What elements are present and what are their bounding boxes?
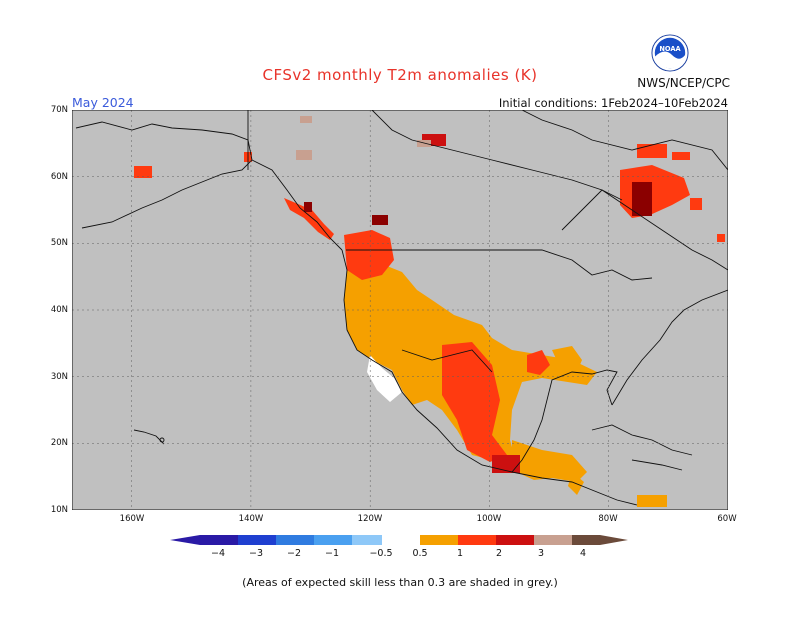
lat-label: 60N — [50, 172, 68, 182]
forecast-month: May 2024 — [72, 95, 134, 110]
lat-label: 70N — [50, 105, 68, 115]
skill-footnote: (Areas of expected skill less than 0.3 a… — [242, 576, 558, 589]
lon-label: 120W — [357, 514, 383, 524]
colorbar-tick: −2 — [286, 548, 301, 559]
lat-label: 50N — [50, 238, 68, 248]
colorbar — [170, 535, 628, 545]
colorbar-tick: 2 — [495, 548, 503, 559]
temperature-anomaly-map — [72, 110, 728, 510]
noaa-logo-icon: NOAA — [651, 34, 689, 72]
colorbar-tick: 0.5 — [412, 548, 428, 559]
lon-label: 140W — [238, 514, 264, 524]
lat-label: 20N — [50, 438, 68, 448]
anomaly-shading — [134, 116, 725, 507]
lat-label: 40N — [50, 305, 68, 315]
colorbar-arrow-left — [170, 535, 200, 545]
lat-label: 10N — [50, 505, 68, 515]
graticule — [72, 110, 728, 510]
lon-label: 80W — [598, 514, 618, 524]
agency-label: NWS/NCEP/CPC — [637, 76, 730, 90]
lon-label: 60W — [717, 514, 737, 524]
colorbar-tick: 3 — [537, 548, 545, 559]
noaa-logo-text: NOAA — [659, 45, 681, 53]
colorbar-tick: −1 — [324, 548, 339, 559]
lat-label: 30N — [50, 372, 68, 382]
colorbar-tick: −4 — [210, 548, 225, 559]
colorbar-tick: −0.5 — [369, 548, 393, 559]
colorbar-tick: 1 — [456, 548, 464, 559]
colorbar-tick: −3 — [248, 548, 263, 559]
colorbar-tick: 4 — [579, 548, 587, 559]
lon-label: 160W — [119, 514, 145, 524]
lon-label: 100W — [476, 514, 502, 524]
initial-conditions: Initial conditions: 1Feb2024–10Feb2024 — [498, 96, 728, 110]
colorbar-arrow-right — [600, 535, 628, 545]
map-title: CFSv2 monthly T2m anomalies (K) — [262, 66, 538, 84]
